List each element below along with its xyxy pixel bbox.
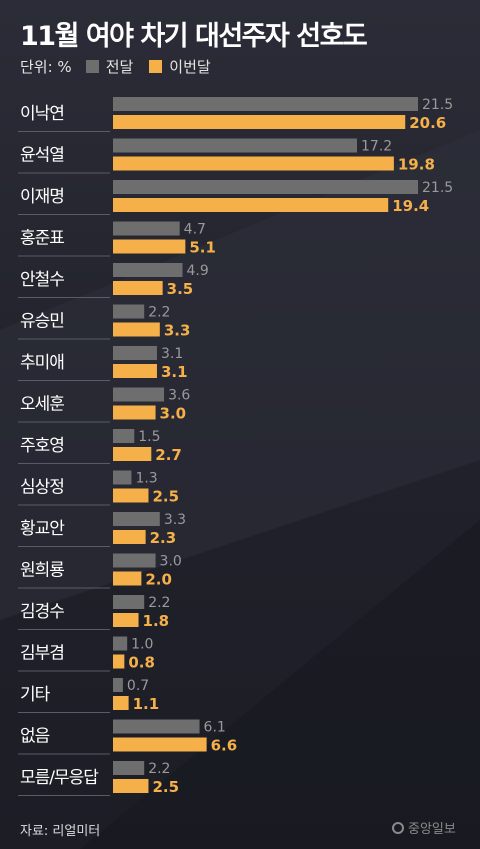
bar-prev <box>113 263 183 277</box>
legend-label-current: 이번달 <box>169 57 211 76</box>
bar-current <box>113 737 207 752</box>
value-label-prev: 4.9 <box>187 263 209 279</box>
category-label: 이재명 <box>20 187 64 207</box>
category-label: 기타 <box>20 685 51 705</box>
category-label: 원희룡 <box>20 561 64 581</box>
bar-current <box>113 198 389 212</box>
legend: 단위: % 전달 이번달 <box>20 56 211 76</box>
value-label-current: 2.0 <box>145 571 172 589</box>
value-label-current: 3.5 <box>167 280 194 298</box>
category-label: 홍준표 <box>20 229 64 249</box>
value-label-prev: 1.3 <box>135 471 157 487</box>
value-label-current: 5.1 <box>189 239 216 257</box>
bar-prev <box>113 97 418 111</box>
value-label-prev: 3.0 <box>160 554 182 570</box>
category-label: 김부겸 <box>20 644 64 664</box>
bar-prev <box>113 761 145 775</box>
bar-prev <box>113 595 145 609</box>
bar-prev <box>113 553 156 568</box>
category-label: 이낙연 <box>20 104 64 124</box>
value-label-current: 6.6 <box>211 737 238 755</box>
category-label: 모름/무응답 <box>20 768 99 788</box>
category-label: 심상정 <box>20 478 64 498</box>
value-label-prev: 2.2 <box>148 761 170 777</box>
publisher-logo: 중앙일보 <box>392 818 456 837</box>
value-label-current: 20.6 <box>409 114 446 132</box>
category-label: 안철수 <box>20 270 64 290</box>
bar-current <box>113 405 156 420</box>
category-label: 추미애 <box>20 353 64 373</box>
bar-current <box>113 239 186 254</box>
bar-current <box>113 364 157 378</box>
bar-prev <box>113 678 123 692</box>
logo-icon <box>392 821 404 834</box>
value-label-prev: 4.7 <box>184 222 206 238</box>
bar-prev <box>113 138 357 153</box>
legend-swatch-prev <box>85 59 99 73</box>
value-label-prev: 3.3 <box>164 512 186 528</box>
bar-current <box>113 488 149 503</box>
bar-current <box>113 322 160 337</box>
bar-prev <box>113 429 135 443</box>
value-label-current: 2.5 <box>152 778 179 796</box>
value-label-current: 2.5 <box>152 488 179 506</box>
category-label: 오세훈 <box>20 395 64 415</box>
source-note: 자료: 리얼미터 <box>20 824 101 839</box>
bar-prev <box>113 180 418 194</box>
value-label-current: 3.1 <box>161 363 188 381</box>
legend-swatch-current <box>149 59 163 73</box>
category-label: 윤석열 <box>20 146 64 166</box>
category-label: 주호영 <box>20 436 64 456</box>
bar-prev <box>113 636 128 651</box>
bar-current <box>113 115 406 129</box>
value-label-current: 19.8 <box>398 156 435 174</box>
value-label-current: 2.7 <box>155 446 182 464</box>
value-label-current: 1.1 <box>133 695 160 713</box>
value-label-prev: 1.5 <box>138 429 160 445</box>
bar-current <box>113 447 152 461</box>
bar-current <box>113 530 146 544</box>
value-label-prev: 6.1 <box>204 720 226 736</box>
chart-title: 11월 여야 차기 대선주자 선호도 <box>20 21 368 52</box>
category-label: 유승민 <box>20 312 64 332</box>
value-label-prev: 0.7 <box>127 678 149 694</box>
bar-current <box>113 696 129 710</box>
bar-prev <box>113 719 200 734</box>
bar-current <box>113 613 139 627</box>
bar-current <box>113 281 163 295</box>
value-label-prev: 1.0 <box>131 637 153 653</box>
bar-prev <box>113 346 157 360</box>
bar-prev <box>113 512 160 526</box>
value-label-prev: 21.5 <box>422 97 453 113</box>
bar-prev <box>113 387 165 402</box>
value-label-prev: 17.2 <box>361 139 392 155</box>
category-label: 없음 <box>20 727 50 747</box>
bar-current <box>113 779 149 793</box>
legend-label-prev: 전달 <box>105 57 134 76</box>
bar-prev <box>113 304 145 319</box>
value-label-prev: 2.2 <box>148 305 170 321</box>
value-label-current: 0.8 <box>128 654 155 672</box>
bar-prev <box>113 221 180 236</box>
bar-current <box>113 571 142 586</box>
value-label-prev: 3.6 <box>168 388 190 404</box>
value-label-current: 2.3 <box>150 529 177 547</box>
bar-prev <box>113 470 132 485</box>
logo-text: 중앙일보 <box>408 822 456 837</box>
bar-current <box>113 654 125 669</box>
bar-current <box>113 156 394 171</box>
value-label-current: 3.3 <box>164 322 191 340</box>
value-label-current: 1.8 <box>143 612 170 630</box>
category-label: 황교안 <box>20 519 65 539</box>
value-label-current: 19.4 <box>392 197 429 215</box>
value-label-prev: 21.5 <box>422 180 453 196</box>
value-label-prev: 2.2 <box>148 595 170 611</box>
unit-label: 단위: % <box>20 57 72 76</box>
value-label-current: 3.0 <box>160 405 187 423</box>
value-label-prev: 3.1 <box>161 346 183 362</box>
category-label: 김경수 <box>20 602 64 622</box>
